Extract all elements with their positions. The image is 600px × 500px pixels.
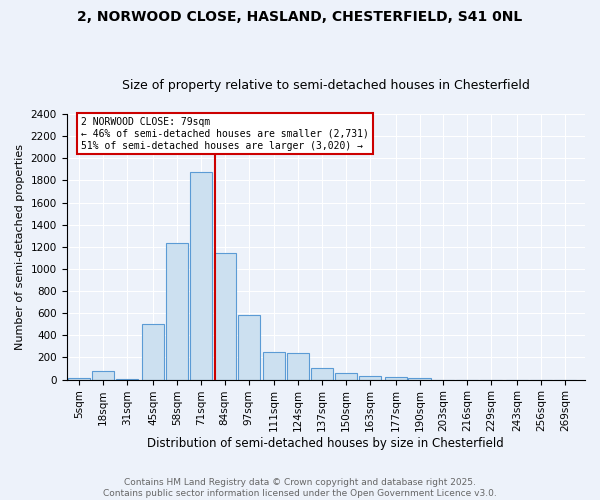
Text: Contains HM Land Registry data © Crown copyright and database right 2025.
Contai: Contains HM Land Registry data © Crown c…: [103, 478, 497, 498]
Bar: [311, 368, 333, 380]
Text: 2 NORWOOD CLOSE: 79sqm
← 46% of semi-detached houses are smaller (2,731)
51% of : 2 NORWOOD CLOSE: 79sqm ← 46% of semi-det…: [81, 118, 369, 150]
Bar: [214, 254, 236, 380]
Y-axis label: Number of semi-detached properties: Number of semi-detached properties: [15, 144, 25, 350]
Bar: [409, 378, 431, 380]
Bar: [263, 352, 286, 380]
Bar: [287, 353, 309, 380]
Bar: [68, 378, 91, 380]
Bar: [92, 372, 115, 380]
Bar: [166, 244, 188, 380]
Bar: [142, 324, 164, 380]
Bar: [190, 172, 212, 380]
X-axis label: Distribution of semi-detached houses by size in Chesterfield: Distribution of semi-detached houses by …: [148, 437, 504, 450]
Title: Size of property relative to semi-detached houses in Chesterfield: Size of property relative to semi-detach…: [122, 79, 530, 92]
Bar: [385, 378, 407, 380]
Text: 2, NORWOOD CLOSE, HASLAND, CHESTERFIELD, S41 0NL: 2, NORWOOD CLOSE, HASLAND, CHESTERFIELD,…: [77, 10, 523, 24]
Bar: [238, 316, 260, 380]
Bar: [359, 376, 381, 380]
Bar: [116, 379, 138, 380]
Bar: [335, 373, 357, 380]
